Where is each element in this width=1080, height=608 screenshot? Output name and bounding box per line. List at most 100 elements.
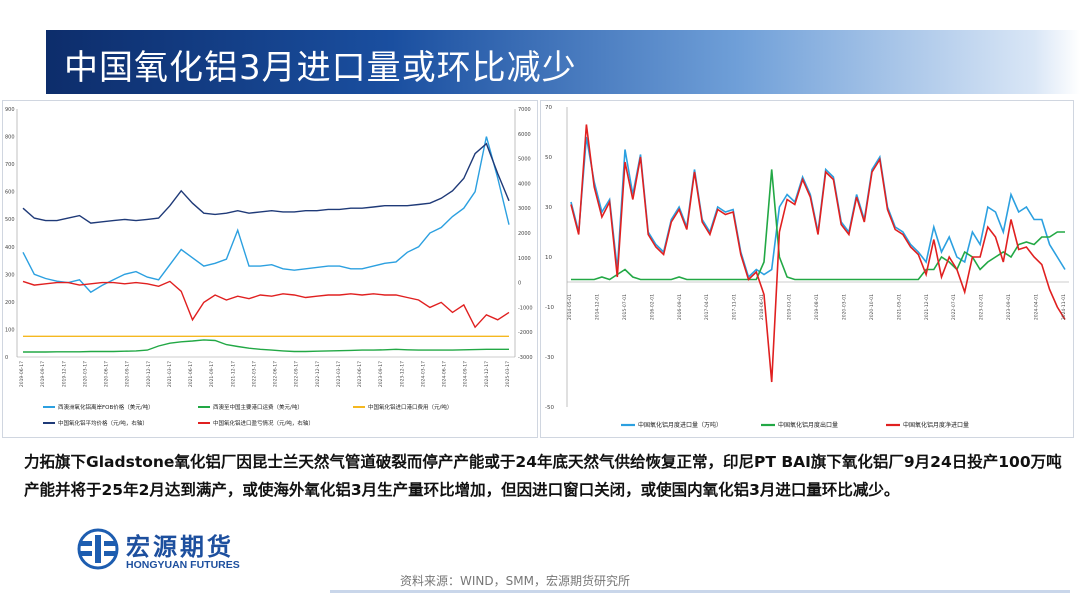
x-tick-label: 2022-09-17 bbox=[294, 361, 300, 387]
right-chart-panel: -50 -30 -10 10 30 50 70 2014-05-01 2014-12-01 201… bbox=[540, 100, 1074, 438]
legend-item: 西澳洲氧化铝离岸FOB价格（美元/吨） bbox=[43, 403, 154, 411]
x-tick-label: 2024-12-17 bbox=[484, 361, 490, 387]
body-paragraph: 力拓旗下Gladstone氧化铝厂因昆士兰天然气管道破裂而停产产能或于24年底天… bbox=[24, 453, 1062, 499]
x-tick-label: 2019-06-17 bbox=[19, 361, 25, 387]
y-tick-label: -30 bbox=[545, 355, 554, 361]
series-line bbox=[570, 124, 1066, 383]
x-tick-label: 2021-05-01 bbox=[896, 294, 902, 320]
series-line bbox=[22, 142, 510, 224]
x-tick-label: 2018-06-01 bbox=[759, 294, 765, 320]
y-tick-label: 70 bbox=[545, 105, 552, 111]
x-tick-label: 2016-09-01 bbox=[677, 294, 683, 320]
y-tick-label: -10 bbox=[545, 305, 554, 311]
x-tick-label: 2020-03-01 bbox=[841, 294, 847, 320]
right-axis-tick-label: 1000 bbox=[518, 256, 531, 262]
legend-label: 中国氧化铝月度出口量 bbox=[778, 421, 838, 429]
right-axis-tick-label: 5000 bbox=[518, 157, 531, 163]
x-tick-label: 2019-08-01 bbox=[814, 294, 820, 320]
legend-label: 中国氧化铝进口港口费用（元/吨） bbox=[368, 403, 452, 411]
x-tick-label: 2020-03-17 bbox=[82, 361, 88, 387]
legend-label: 中国氧化铝月度净进口量 bbox=[903, 421, 969, 429]
x-tick-label: 2021-12-17 bbox=[230, 361, 236, 387]
left-axis-tick-label: 600 bbox=[5, 190, 15, 196]
legend-label: 西澳洲氧化铝离岸FOB价格（美元/吨） bbox=[58, 403, 154, 411]
source-note: 资料来源：WIND，SMM，宏源期货研究所 bbox=[400, 574, 630, 588]
x-tick-label: 2022-06-17 bbox=[273, 361, 279, 387]
x-tick-label: 2019-01-01 bbox=[787, 294, 793, 320]
title-stripe bbox=[1034, 30, 1080, 94]
x-tick-label: 2022-03-17 bbox=[251, 361, 257, 387]
left-axis-tick-label: 400 bbox=[5, 245, 15, 251]
left-axis-tick-label: 700 bbox=[5, 162, 15, 168]
x-tick-label: 2021-12-01 bbox=[924, 294, 930, 320]
x-tick-label: 2017-04-01 bbox=[704, 294, 710, 320]
logo-english-name: HONGYUAN FUTURES bbox=[126, 559, 240, 571]
x-tick-label: 2020-09-17 bbox=[125, 361, 131, 387]
left-axis-tick-label: 200 bbox=[5, 300, 15, 306]
legend-item: 中国氧化铝月度净进口量 bbox=[886, 421, 969, 429]
right-axis-tick-label: -3000 bbox=[518, 355, 533, 361]
x-tick-label: 2019-09-17 bbox=[40, 361, 46, 387]
legend-label: 中国氧化铝月度进口量（万吨） bbox=[638, 421, 722, 429]
y-tick-label: 10 bbox=[545, 255, 552, 261]
x-tick-label: 2024-03-17 bbox=[420, 361, 426, 387]
right-axis-tick-label: -2000 bbox=[518, 330, 533, 336]
legend-label: 中国氧化铝平均价格（元/吨，右轴） bbox=[58, 419, 148, 427]
x-tick-label: 2017-11-01 bbox=[732, 294, 738, 320]
legend-item: 中国氧化铝进口盈亏情况（元/吨，右轴） bbox=[198, 419, 314, 427]
x-tick-label: 2019-12-17 bbox=[61, 361, 67, 387]
x-tick-label: 2014-05-01 bbox=[567, 294, 573, 320]
x-tick-label: 2024-09-17 bbox=[463, 361, 469, 387]
y-tick-label: 30 bbox=[545, 205, 552, 211]
left-chart: 0 100 200 300 400 500 600 700 800 900 -3000 -2000 -1… bbox=[5, 107, 533, 427]
left-axis-tick-label: 900 bbox=[5, 107, 15, 113]
series-line bbox=[571, 169, 1065, 281]
x-tick-label: 2025-03-17 bbox=[505, 361, 511, 387]
x-tick-label: 2023-09-01 bbox=[1006, 294, 1012, 320]
series-line bbox=[22, 280, 510, 329]
x-tick-label: 2023-12-17 bbox=[399, 361, 405, 387]
left-axis-tick-label: 100 bbox=[5, 327, 15, 333]
slide-title: 中国氧化铝3月进口量或环比减少 bbox=[64, 48, 577, 88]
right-axis-tick-label: 0 bbox=[518, 281, 521, 287]
x-tick-label: 2015-07-01 bbox=[622, 294, 628, 320]
x-tick-label: 2016-02-01 bbox=[649, 294, 655, 320]
left-axis-tick-label: 800 bbox=[5, 135, 15, 141]
legend-item: 中国氧化铝月度进口量（万吨） bbox=[621, 421, 722, 429]
x-tick-label: 2020-10-01 bbox=[869, 294, 875, 320]
x-tick-label: 2023-09-17 bbox=[378, 361, 384, 387]
left-chart-panel: 0 100 200 300 400 500 600 700 800 900 -3000 -2000 -1… bbox=[2, 100, 538, 438]
x-tick-label: 2014-12-01 bbox=[594, 294, 600, 320]
right-axis-tick-label: 6000 bbox=[518, 132, 531, 138]
x-tick-label: 2023-02-01 bbox=[979, 294, 985, 320]
x-tick-label: 2021-06-17 bbox=[188, 361, 194, 387]
x-tick-label: 2020-06-17 bbox=[104, 361, 110, 387]
series-line bbox=[22, 136, 510, 294]
legend-item: 中国氧化铝平均价格（元/吨，右轴） bbox=[43, 419, 148, 427]
x-tick-label: 2023-06-17 bbox=[357, 361, 363, 387]
title-banner: 中国氧化铝3月进口量或环比减少 bbox=[46, 30, 1080, 94]
y-tick-label: -50 bbox=[545, 405, 554, 411]
logo-chinese-name: 宏源期货 bbox=[126, 533, 234, 561]
x-tick-label: 2024-11-01 bbox=[1061, 294, 1067, 320]
legend-item: 中国氧化铝进口港口费用（元/吨） bbox=[353, 403, 452, 411]
x-tick-label: 2021-03-17 bbox=[167, 361, 173, 387]
legend-item: 中国氧化铝月度出口量 bbox=[761, 421, 838, 429]
left-axis-tick-label: 500 bbox=[5, 217, 15, 223]
right-axis-tick-label: 4000 bbox=[518, 181, 531, 187]
footer-bar bbox=[330, 590, 1070, 593]
right-chart: -50 -30 -10 10 30 50 70 2014-05-01 2014-12-01 201… bbox=[545, 105, 1069, 429]
legend-label: 西澳至中国主要港口运费（美元/吨） bbox=[213, 403, 303, 411]
y-tick-label: 50 bbox=[545, 155, 552, 161]
logo-emblem-icon bbox=[77, 528, 119, 570]
series-line bbox=[23, 339, 509, 353]
legend-item: 西澳至中国主要港口运费（美元/吨） bbox=[198, 403, 303, 411]
left-axis-tick-label: 300 bbox=[5, 272, 15, 278]
legend-label: 中国氧化铝进口盈亏情况（元/吨，右轴） bbox=[213, 419, 314, 427]
x-tick-label: 2020-12-17 bbox=[146, 361, 152, 387]
x-tick-label: 2024-04-01 bbox=[1034, 294, 1040, 320]
right-axis-tick-label: 7000 bbox=[518, 107, 531, 113]
right-axis-tick-label: 2000 bbox=[518, 231, 531, 237]
x-tick-label: 2021-09-17 bbox=[209, 361, 215, 387]
x-tick-label: 2023-03-17 bbox=[336, 361, 342, 387]
